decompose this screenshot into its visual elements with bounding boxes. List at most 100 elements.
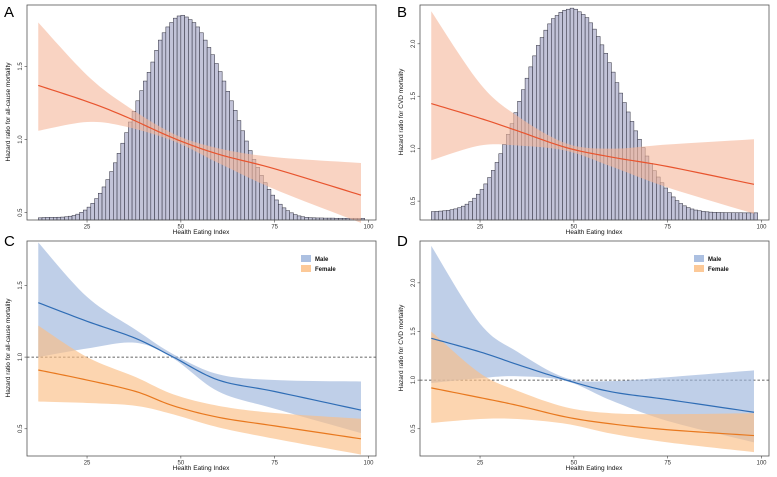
histogram-bar [195,26,200,221]
y-tick-label: 1.0 [411,144,417,153]
histogram-bar [581,14,586,221]
histogram-bar [161,32,167,221]
plot-layer-b [431,7,758,221]
histogram-bar [476,193,481,221]
legend-swatch-female [694,265,704,272]
panel-label-c: C [4,233,15,250]
y-tick-label: 1.5 [18,281,24,290]
histogram-bar [244,140,249,221]
legend-label-male: Male [315,257,329,263]
histogram-bar [468,201,473,221]
x-axis-title-c: Health Eating Index [173,465,230,472]
histogram-bar [285,210,290,221]
legend-label-male: Male [708,257,722,263]
histogram-bar [491,170,496,221]
histogram-bar [438,210,443,221]
histogram-bar [176,15,182,221]
series-line-female [38,369,362,440]
histogram-bar [128,121,133,221]
histogram-bar [723,212,728,221]
histogram-bar [671,196,676,221]
y-tick-label: 1.5 [411,91,417,100]
histogram-bar [734,212,740,221]
histogram-bar [64,216,69,221]
x-axis-title-a: Health Eating Index [173,229,230,236]
series-line-hr [38,84,362,196]
y-axis-title-d: Hazard ratio for CVD mortality [398,304,405,391]
histogram-bar [105,179,110,221]
histogram-bar [498,153,503,221]
histogram-bar [483,183,488,221]
x-tick-label: 25 [477,461,484,467]
histogram-bar [674,200,680,221]
x-tick-label: 100 [756,225,767,231]
histogram-bar [431,211,436,221]
histogram-bar [682,205,687,221]
x-tick-label: 75 [271,225,278,231]
legend-swatch-male [694,255,704,262]
legend-label-female: Female [708,267,729,273]
histogram-bar [109,171,114,221]
histogram-bar [659,182,665,221]
histogram-bar [124,132,129,221]
x-tick-label: 75 [664,461,671,467]
histogram-bar [704,211,710,221]
histogram-bar [289,212,294,221]
histogram-bar [573,8,578,221]
histogram-bar [603,52,608,221]
histogram-bar [150,61,155,221]
x-tick-label: 100 [756,461,767,467]
histogram-bar [278,203,283,221]
histogram-bar [611,71,616,221]
histogram-bar [90,203,95,221]
histogram-bar [434,211,440,221]
x-axis-title-b: Health Eating Index [566,229,623,236]
histogram-bar [191,22,197,221]
histogram-bar [551,18,556,221]
histogram-bar [558,12,563,221]
histogram-bar [446,210,451,221]
series-line-hr [431,103,755,185]
panel-label-b: B [397,4,407,21]
histogram-bar [716,212,721,221]
panel-b: B Hazard ratio for CVD mortality Health … [397,4,770,236]
histogram-bar [607,62,612,221]
histogram-bar [667,192,672,221]
plot-frame-d [419,240,770,457]
ci-band-male [38,242,361,434]
x-tick-label: 75 [664,225,671,231]
histogram-bar [566,8,571,221]
histogram-bar [263,182,268,221]
y-tick-label: 0.5 [411,424,417,433]
histogram-bar [596,36,601,221]
histogram-bar [116,153,122,221]
y-tick-label: 1.5 [18,62,24,71]
histogram-bar [506,134,511,221]
histogram-bar [206,47,212,221]
histogram-bar [738,212,743,221]
histogram-bar [457,207,462,221]
y-axis-title-a: Hazard ratio for all-cause mortality [5,62,12,162]
histogram-bar [274,199,279,221]
x-tick-label: 50 [178,225,185,231]
histogram-bar [712,212,717,221]
histogram-bar [71,215,77,221]
histogram-bar [68,215,73,221]
histogram-bar [701,211,706,221]
histogram-bar [731,212,736,221]
histogram-bar [689,208,695,221]
histogram-bar [266,189,272,221]
histogram-bar [693,209,698,221]
histogram-bar [75,213,80,221]
legend-label-female: Female [315,267,336,273]
histogram-bar [697,210,702,221]
y-tick-label: 0.5 [18,208,24,217]
y-tick-label: 2.0 [411,278,417,287]
histogram-bar [494,162,500,221]
histogram-bar [83,209,88,221]
histogram-bar [139,90,144,221]
histogram-bar [753,212,758,221]
histogram-bar [165,26,170,221]
histogram-bar [146,72,152,221]
